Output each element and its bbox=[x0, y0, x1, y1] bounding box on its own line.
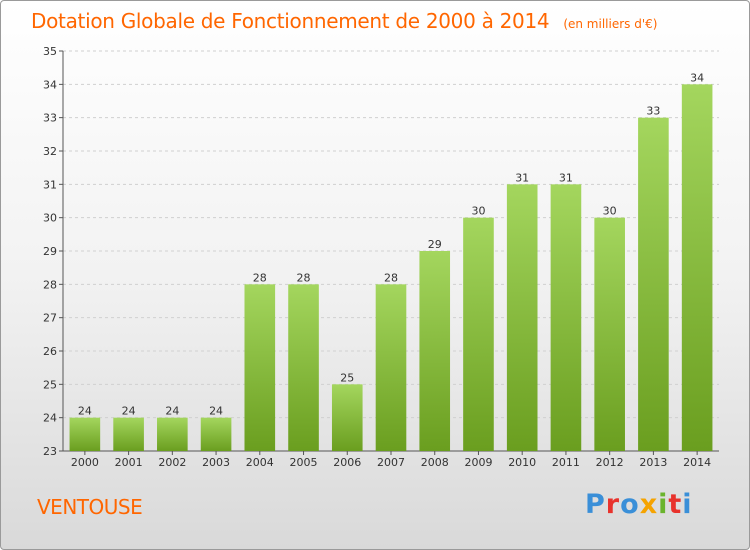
chart-subtitle: (en milliers d'€) bbox=[563, 17, 658, 31]
x-tick-label: 2009 bbox=[464, 456, 492, 469]
bar-value-label: 33 bbox=[646, 105, 660, 118]
x-tick-label: 2006 bbox=[333, 456, 361, 469]
x-tick-label: 2007 bbox=[377, 456, 405, 469]
bar-value-label: 28 bbox=[253, 271, 267, 284]
logo-letter: P bbox=[585, 489, 606, 520]
bar-value-label: 24 bbox=[165, 405, 179, 418]
bar-value-label: 31 bbox=[559, 171, 573, 184]
x-tick-label: 2000 bbox=[71, 456, 99, 469]
bar-value-label: 31 bbox=[515, 171, 529, 184]
y-tick-label: 34 bbox=[43, 78, 57, 91]
y-tick-label: 33 bbox=[43, 112, 57, 125]
bar bbox=[681, 84, 713, 451]
y-tick-label: 30 bbox=[43, 212, 57, 225]
bar-value-label: 24 bbox=[209, 405, 223, 418]
y-tick-label: 32 bbox=[43, 145, 57, 158]
bar-value-label: 29 bbox=[428, 238, 442, 251]
x-tick-label: 2003 bbox=[202, 456, 230, 469]
bar-value-label: 30 bbox=[603, 205, 617, 218]
bar bbox=[244, 284, 276, 451]
x-tick-label: 2004 bbox=[246, 456, 274, 469]
bar bbox=[506, 184, 538, 452]
x-tick-label: 2008 bbox=[421, 456, 449, 469]
title-row: Dotation Globale de Fonctionnement de 20… bbox=[31, 9, 657, 33]
bar bbox=[331, 384, 363, 451]
y-tick-label: 28 bbox=[43, 278, 57, 291]
y-tick-label: 24 bbox=[43, 412, 57, 425]
bar bbox=[463, 217, 494, 451]
bar bbox=[69, 417, 101, 451]
bar-value-label: 28 bbox=[384, 271, 398, 284]
x-tick-label: 2001 bbox=[115, 456, 143, 469]
bar bbox=[288, 284, 319, 451]
x-tick-label: 2010 bbox=[508, 456, 536, 469]
chart-title: Dotation Globale de Fonctionnement de 20… bbox=[31, 9, 550, 33]
logo-letter: t bbox=[668, 489, 683, 520]
logo-letter: o bbox=[620, 489, 640, 520]
bar bbox=[157, 417, 188, 451]
bar bbox=[550, 184, 582, 452]
bar bbox=[419, 251, 451, 451]
logo-letter: r bbox=[605, 489, 621, 520]
y-tick-label: 25 bbox=[43, 378, 57, 391]
bar bbox=[375, 284, 407, 451]
proxiti-logo[interactable]: Proxiti bbox=[585, 489, 693, 520]
logo-letter: i bbox=[658, 489, 669, 520]
bar bbox=[594, 217, 625, 451]
commune-name: VENTOUSE bbox=[37, 495, 143, 519]
bar-value-label: 24 bbox=[122, 405, 136, 418]
bar bbox=[638, 117, 669, 452]
bar-value-label: 30 bbox=[471, 205, 485, 218]
x-tick-label: 2011 bbox=[552, 456, 580, 469]
bar-value-label: 34 bbox=[690, 71, 704, 84]
bar-value-label: 25 bbox=[340, 371, 354, 384]
x-tick-label: 2013 bbox=[639, 456, 667, 469]
x-tick-label: 2012 bbox=[596, 456, 624, 469]
y-tick-label: 23 bbox=[43, 445, 57, 458]
x-tick-label: 2005 bbox=[290, 456, 318, 469]
logo-letter: i bbox=[682, 489, 693, 520]
y-tick-label: 26 bbox=[43, 345, 57, 358]
y-tick-label: 35 bbox=[43, 45, 57, 58]
logo-letter: x bbox=[639, 489, 659, 520]
bar bbox=[113, 417, 144, 451]
bar-value-label: 24 bbox=[78, 405, 92, 418]
y-tick-label: 27 bbox=[43, 312, 57, 325]
x-tick-label: 2014 bbox=[683, 456, 711, 469]
x-tick-label: 2002 bbox=[158, 456, 186, 469]
y-tick-label: 31 bbox=[43, 178, 57, 191]
bar-value-label: 28 bbox=[297, 271, 311, 284]
y-tick-label: 29 bbox=[43, 245, 57, 258]
bar bbox=[200, 417, 232, 451]
